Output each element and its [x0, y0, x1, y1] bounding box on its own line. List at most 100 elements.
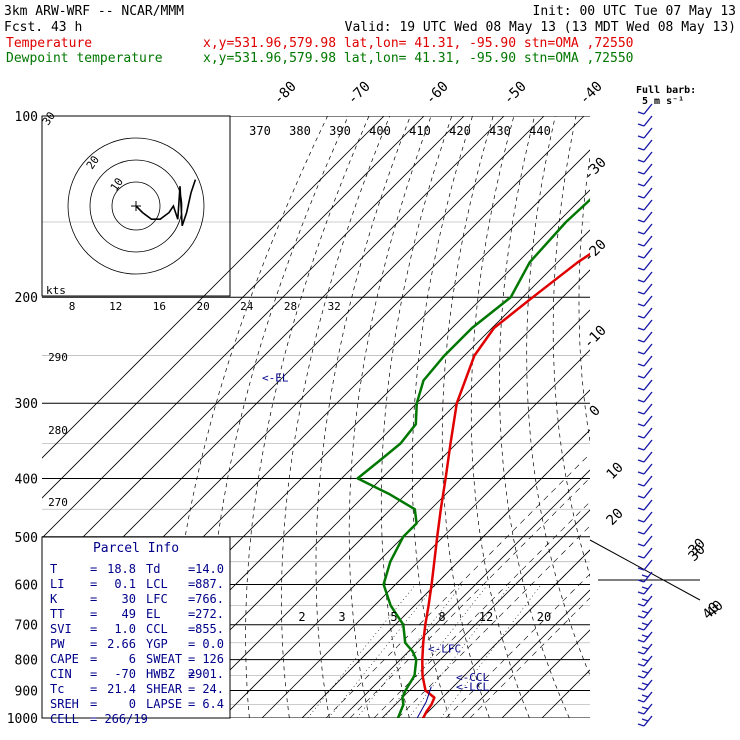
parcel-value: 6 [129, 652, 136, 666]
wind-barb [637, 295, 653, 307]
wind-barb [637, 235, 653, 247]
dry-adiabat [675, 116, 740, 718]
wind-barb [637, 427, 653, 439]
parcel-key: Td [146, 562, 160, 576]
wind-barb [637, 679, 653, 691]
wind-barb-staff [643, 451, 653, 463]
isotherm-line [261, 389, 590, 718]
pressure-label: 200 [15, 291, 38, 306]
wind-barb [637, 415, 653, 427]
parcel-key: Tc [50, 682, 64, 696]
parcel-equals: = [188, 652, 195, 666]
dry-adiabat [552, 116, 590, 578]
pressure-label: 400 [15, 472, 38, 487]
temperature-tick-label: -10 [581, 323, 610, 352]
wind-barb-flag [637, 363, 645, 367]
wind-barb-flag [637, 327, 645, 331]
pressure-label: 1000 [7, 712, 38, 727]
hodograph-ring [111, 181, 161, 231]
wind-barb-flag [637, 351, 645, 355]
mixing-ratio-line [307, 584, 416, 718]
wind-barb-staff [643, 559, 653, 571]
wind-barb [637, 115, 653, 127]
wind-barb-flag [641, 574, 649, 578]
wind-barb [637, 643, 653, 655]
theta-label: 370 [249, 124, 271, 138]
wind-barb-staff [643, 439, 653, 451]
isotherm-line [42, 116, 505, 579]
wind-barb-flag [637, 603, 645, 607]
dry-adiabat [348, 116, 432, 718]
parcel-key: LFC [146, 592, 168, 606]
wind-barb-flag [637, 219, 645, 223]
wind-barb-staff [643, 319, 653, 331]
temperature-tick-label: -30 [581, 155, 610, 184]
hodograph-axis-label: 24 [240, 300, 254, 313]
isotherm-line [221, 349, 590, 718]
parcel-equals: = [188, 667, 195, 681]
wind-barb-flag [637, 411, 645, 415]
wind-barb-flag [637, 507, 645, 511]
wind-barb-flag [637, 531, 645, 535]
dry-adiabat [245, 116, 370, 718]
wind-barb-flag [637, 375, 645, 379]
wind-barb-flag [641, 670, 649, 674]
hodograph-ring-label: 10 [108, 175, 126, 193]
wind-barb-staff [643, 535, 653, 547]
wind-barb-flag [637, 687, 645, 691]
temperature-tick-label: -80 [271, 79, 300, 108]
wind-barb-flag [637, 711, 645, 715]
wind-barb-staff [643, 259, 653, 271]
moist-adiabat [397, 525, 590, 718]
parcel-equals: = [188, 577, 195, 591]
parcel-value: 30 [122, 592, 136, 606]
hodograph-ring [89, 159, 183, 253]
mixing-ratio-label: 20 [537, 610, 551, 624]
wind-barb [637, 331, 653, 343]
wind-barb-flag [637, 231, 645, 235]
temperature-location: x,y=531.96,579.98 lat,lon= 41.31, -95.90… [203, 36, 633, 51]
dry-adiabat [604, 116, 729, 718]
theta-label: 440 [529, 124, 551, 138]
parcel-value: 2901. [188, 667, 224, 681]
wind-barb-flag [641, 634, 649, 638]
wind-barb-staff [643, 511, 653, 523]
wind-barb-flag [641, 622, 649, 626]
wind-barb-staff [643, 463, 653, 475]
wind-barb-staff [643, 163, 653, 175]
wind-barb-flag [641, 694, 649, 698]
wind-barb-flag [637, 267, 645, 271]
isotherm-line [421, 549, 590, 718]
parcel-value: 766. [195, 592, 224, 606]
hodograph: 10 20 30 kts [40, 109, 231, 297]
wind-barb-staff [643, 211, 653, 223]
parcel-key: K [50, 592, 58, 606]
wind-barb-staff [643, 271, 653, 283]
wind-barb-staff [643, 367, 653, 379]
parcel-key: HWBZ [146, 667, 175, 681]
wind-barb-staff [643, 415, 653, 427]
wind-barb [637, 163, 653, 175]
isotherm-line [42, 116, 385, 459]
wind-barb [637, 499, 653, 511]
wind-barb-flag [637, 651, 645, 655]
wind-barb-flag [637, 303, 645, 307]
wind-barb-flag [637, 183, 645, 187]
wind-barb [637, 451, 653, 463]
wind-barb [637, 367, 653, 379]
wind-barb-flag [637, 447, 645, 451]
temperature-tick-label: 10 [604, 460, 627, 483]
wind-barb [637, 655, 653, 667]
dry-adiabat [720, 116, 740, 718]
parcel-info-title: Parcel Info [93, 541, 179, 556]
wind-barb [637, 607, 653, 619]
wind-barb [637, 631, 653, 643]
mixing-ratio-label: 3 [338, 610, 345, 624]
wind-barb [637, 571, 653, 583]
wind-barb-staff [643, 427, 653, 439]
wind-barb-staff [643, 283, 653, 295]
wind-barb-staff [643, 343, 653, 355]
moist-adiabat [349, 477, 590, 718]
parcel-equals: = [188, 607, 195, 621]
